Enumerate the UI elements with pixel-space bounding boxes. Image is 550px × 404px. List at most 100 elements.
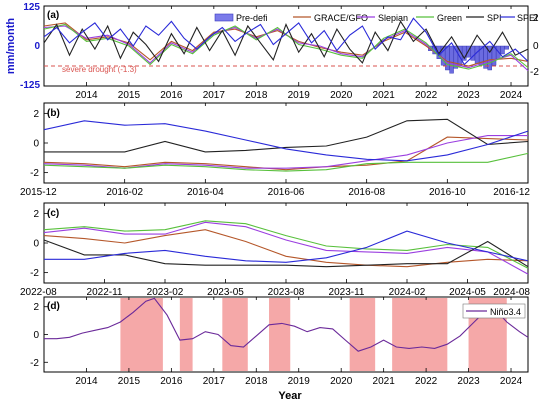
x-tick-label: 2017 [203,376,226,387]
panel-a-threshold-annotation: severe drought (-1.3) [62,65,137,74]
shaded-period [120,298,163,371]
x-tick-label: 2023-11 [329,287,365,298]
x-tick-label: 2022-11 [87,287,123,298]
legend-box [462,303,526,319]
y-tick-label: 2 [33,209,39,220]
y-tick-label: 0 [33,330,39,341]
y-tick-label: 0 [33,139,39,150]
y-tick-label: 2 [33,109,39,120]
series-line-slepian [43,221,529,275]
panel-a-right-tick: 0 [533,41,539,52]
panel-d: (d) 2 0 -2 2014 2015 2016 2017 2018 2019 2020 202… [30,296,529,402]
y-tick-label: 2 [33,302,39,313]
x-tick-label: 2023-02 [147,287,184,298]
shaded-period [392,298,448,371]
x-tick-label: 2014 [75,90,98,101]
pre-deficit-bar [449,45,454,74]
panel-a-right-tick: -2 [530,67,539,78]
legend-label: SPI [487,13,502,23]
x-tick-label: 2018 [245,376,268,387]
x-tick-label: 2016-06 [268,187,305,198]
pre-deficit-bar [504,45,509,50]
panel-a-right-tick: 2 [533,13,539,24]
pre-deficit-bar [470,45,476,61]
x-tick-label: 2020 [330,90,353,101]
legend-label: SPEI [517,13,538,23]
legend-swatch-pre-defi [214,13,234,22]
y-tick-label: -2 [30,358,39,369]
shaded-period [269,298,291,371]
x-tick-label: 2019 [288,376,311,387]
x-tick-label: 2022-08 [20,287,57,298]
panel-c-label: (c) [47,208,59,219]
panel-a-legend: Pre-defi GRACE/GFO Slepian Green SPI SPE… [214,13,538,23]
pre-deficit-bar [462,45,467,61]
series-line-grace-gfo [43,229,529,268]
x-tick-label: 2023-05 [207,287,244,298]
x-tick-label: 2023 [457,376,480,387]
series-line-green [43,220,529,269]
x-tick-label: 2018 [245,90,268,101]
shaded-period [179,298,193,371]
x-tick-label: 2017 [203,90,226,101]
pre-deficit-bar [474,45,480,64]
pre-deficit-bar [453,45,459,69]
x-tick-label: 2020 [330,376,353,387]
x-tick-label: 2021 [373,90,396,101]
panel-a-left-tick: 0 [34,41,40,52]
y-tick-label: 0 [33,239,39,250]
x-tick-label: 2016-02 [106,187,143,198]
x-tick-label: 2024-05 [449,287,486,298]
series-line-green [43,23,529,70]
panel-a-left-tick: -125 [20,80,40,91]
x-tick-label: 2022 [415,376,438,387]
series-line-spei [43,120,529,162]
panel-a-left-tick: 125 [23,2,40,13]
x-tick-label: 2016-04 [187,187,224,198]
x-tick-label: 2014 [75,376,98,387]
shaded-period [222,298,248,371]
x-tick-label: 2016-08 [348,187,385,198]
x-tick-label: 2019 [288,90,311,101]
x-tick-label: 2024 [500,376,523,387]
series-line-spi [43,239,529,268]
series-line-ni-o3-4 [44,297,529,352]
legend-label: GRACE/GFO [314,13,368,23]
pre-deficit-bar [440,45,446,66]
pre-deficit-bar [445,45,450,71]
x-tick-label: 2023-08 [268,287,305,298]
series-line-spei [44,230,529,263]
panel-b: (b) 2 0 -2 2015-12 2016-02 2016-04 2016-06 201… [20,102,530,198]
x-tick-label: 2016 [160,90,183,101]
x-tick-label: 2015 [118,90,141,101]
x-tick-label: 2022 [415,90,438,101]
panel-d-label: (d) [47,301,60,312]
pre-deficit-bar [487,45,492,71]
x-tick-label: 2015 [118,376,141,387]
panel-a: (a) mm/month 125 0 -125 2 0 -2 severe dr… [5,2,539,101]
series-line-spei [43,17,529,66]
panel-d-legend: Niño3.4 [462,303,526,319]
panel-c: (c) 2 0 -2 2022-08 2022-11 2023-02 2023-05 202… [20,202,530,298]
x-tick-label: 2016-10 [429,187,466,198]
panel-b-label: (b) [47,108,60,119]
panel-a-ylabel: mm/month [5,18,17,75]
x-tick-label: 2024-08 [493,287,530,298]
x-axis-label: Year [278,390,302,402]
x-tick-label: 2024-02 [389,287,426,298]
y-tick-label: -2 [30,168,39,179]
legend-label: Green [437,13,462,23]
y-tick-label: -2 [30,268,39,279]
shaded-period [349,298,376,371]
x-tick-label: 2023 [457,90,480,101]
panel-a-frame [43,5,529,87]
series-line-spi [44,118,529,153]
panel-c-frame [43,202,529,284]
legend-label: Pre-defi [236,13,268,23]
legend-label: Slepian [378,13,408,23]
x-tick-label: 2021 [373,376,396,387]
series-line-grace-gfo [43,136,529,171]
series-line-spi [43,20,529,64]
x-tick-label: 2016-12 [493,187,530,198]
